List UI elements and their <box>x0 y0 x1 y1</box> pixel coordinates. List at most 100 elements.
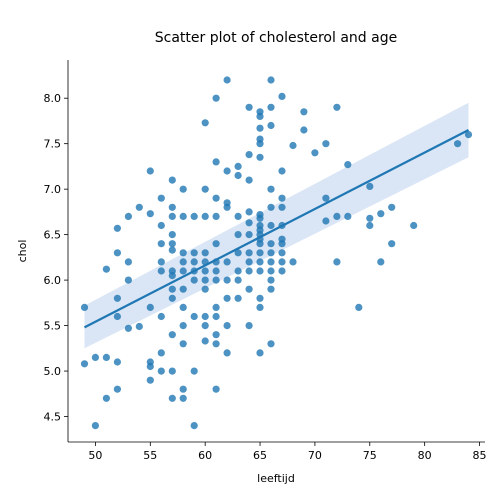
data-point <box>103 354 110 361</box>
data-point <box>235 172 242 179</box>
data-point <box>267 258 274 265</box>
data-point <box>246 231 253 238</box>
data-point <box>267 277 274 284</box>
data-point <box>256 349 263 356</box>
data-point <box>202 322 209 329</box>
data-point <box>235 277 242 284</box>
data-point <box>224 204 231 211</box>
data-point <box>213 195 220 202</box>
x-ticks: 50 55 60 65 70 75 80 85 <box>88 442 486 462</box>
data-point <box>180 386 187 393</box>
y-tick-label: 6.0 <box>44 274 62 287</box>
data-point <box>322 140 329 147</box>
data-point <box>246 249 253 256</box>
data-point <box>147 363 154 370</box>
data-point <box>180 395 187 402</box>
data-point <box>355 304 362 311</box>
y-tick-label: 7.0 <box>44 183 62 196</box>
data-point <box>267 76 274 83</box>
data-point <box>224 76 231 83</box>
data-point <box>169 331 176 338</box>
data-point <box>202 286 209 293</box>
x-tick-label: 70 <box>308 449 322 462</box>
data-point <box>344 213 351 220</box>
data-point <box>388 204 395 211</box>
data-point <box>180 304 187 311</box>
y-ticks: 4.5 5.0 5.5 6.0 6.5 7.0 7.5 8.0 <box>44 92 69 423</box>
data-point <box>256 249 263 256</box>
data-point <box>169 213 176 220</box>
data-point <box>114 295 121 302</box>
y-tick-label: 4.5 <box>44 411 62 424</box>
data-point <box>169 272 176 279</box>
data-point <box>180 213 187 220</box>
data-point <box>180 258 187 265</box>
data-point <box>202 313 209 320</box>
data-point <box>169 204 176 211</box>
data-point <box>235 213 242 220</box>
data-point <box>158 349 165 356</box>
y-axis-label: chol <box>16 240 29 263</box>
x-tick-label: 75 <box>363 449 377 462</box>
data-point <box>256 304 263 311</box>
data-point <box>191 249 198 256</box>
data-point <box>256 295 263 302</box>
data-point <box>202 267 209 274</box>
data-point <box>267 286 274 293</box>
data-point <box>92 354 99 361</box>
data-point <box>311 149 318 156</box>
data-point <box>169 231 176 238</box>
data-point <box>202 213 209 220</box>
data-point <box>267 104 274 111</box>
data-point <box>114 386 121 393</box>
data-point <box>246 267 253 274</box>
data-point <box>202 119 209 126</box>
data-point <box>213 340 220 347</box>
data-point <box>213 267 220 274</box>
data-point <box>191 313 198 320</box>
data-point <box>366 183 373 190</box>
y-tick-label: 8.0 <box>44 92 62 105</box>
data-point <box>158 368 165 375</box>
x-tick-label: 80 <box>418 449 432 462</box>
data-point <box>267 340 274 347</box>
data-point <box>366 222 373 229</box>
data-point <box>267 249 274 256</box>
data-point <box>344 161 351 168</box>
data-point <box>147 377 154 384</box>
chart-title: Scatter plot of cholesterol and age <box>155 30 397 46</box>
data-point <box>278 267 285 274</box>
data-point <box>180 186 187 193</box>
data-point <box>246 258 253 265</box>
data-point <box>114 358 121 365</box>
data-point <box>147 210 154 217</box>
data-point <box>169 395 176 402</box>
data-point <box>180 340 187 347</box>
data-point <box>202 186 209 193</box>
data-point <box>81 304 88 311</box>
data-point <box>246 177 253 184</box>
data-point <box>267 222 274 229</box>
data-point <box>256 258 263 265</box>
data-point <box>267 186 274 193</box>
data-point <box>377 210 384 217</box>
data-point <box>366 215 373 222</box>
data-point <box>202 249 209 256</box>
x-tick-label: 50 <box>88 449 102 462</box>
data-point <box>246 322 253 329</box>
data-point <box>300 126 307 133</box>
x-tick-label: 65 <box>253 449 267 462</box>
data-point <box>246 208 253 215</box>
data-point <box>169 240 176 247</box>
data-point <box>103 395 110 402</box>
data-point <box>169 368 176 375</box>
data-point <box>256 140 263 147</box>
data-point <box>180 322 187 329</box>
data-point <box>454 140 461 147</box>
data-point <box>256 215 263 222</box>
data-point <box>333 104 340 111</box>
data-point <box>202 277 209 284</box>
data-point <box>278 240 285 247</box>
data-point <box>246 151 253 158</box>
data-point <box>289 142 296 149</box>
